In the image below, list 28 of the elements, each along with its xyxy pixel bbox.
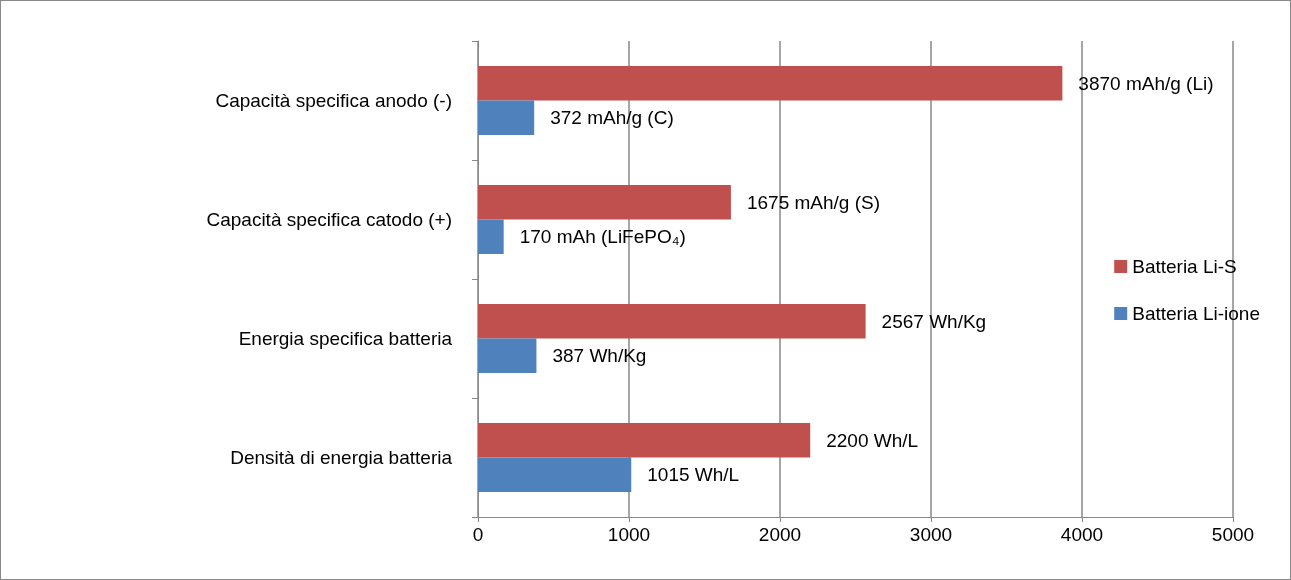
data-label: 2200 Wh/L <box>826 429 919 451</box>
x-tick-label: 0 <box>472 524 484 545</box>
bar <box>478 303 866 339</box>
bar <box>478 219 504 255</box>
x-tick-label: 5000 <box>1211 524 1255 545</box>
data-label: 1675 mAh/g (S) <box>746 191 880 213</box>
legend-label: Batteria Li-ione <box>1132 303 1260 324</box>
data-label: 1015 Wh/L <box>647 464 740 486</box>
x-tick-label: 2000 <box>758 524 802 545</box>
bar <box>478 422 811 458</box>
bar <box>478 457 632 493</box>
bar <box>478 100 535 136</box>
x-tick-label: 4000 <box>1060 524 1104 545</box>
y-tick-label: Energia specifica batteria <box>238 328 453 349</box>
data-label: 372 mAh/g (C) <box>550 107 674 129</box>
legend-label: Batteria Li-S <box>1132 256 1237 277</box>
bar <box>478 65 1063 101</box>
data-label: 3870 mAh/g (Li) <box>1078 72 1214 94</box>
data-label: 2567 Wh/Kg <box>881 310 987 332</box>
x-tick-label: 1000 <box>607 524 651 545</box>
data-label: 387 Wh/Kg <box>552 345 647 367</box>
y-tick-label: Densità di energia batteria <box>230 447 453 468</box>
y-tick-label: Capacità specifica anodo (-) <box>215 90 452 111</box>
bar <box>478 338 537 374</box>
bar <box>478 184 731 220</box>
x-tick-label: 3000 <box>909 524 953 545</box>
y-tick-label: Capacità specifica catodo (+) <box>206 209 452 230</box>
data-label: 170 mAh (LiFePO₄) <box>519 226 686 248</box>
